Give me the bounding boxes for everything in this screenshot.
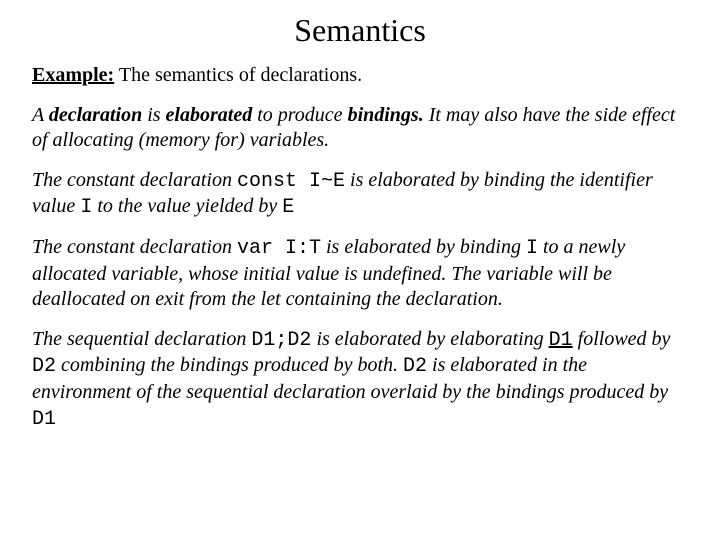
text: The constant declaration <box>32 169 237 191</box>
text: is elaborated by elaborating <box>311 328 548 350</box>
example-line: Example: The semantics of declarations. <box>32 63 688 89</box>
text: is elaborated by binding <box>321 236 526 258</box>
code-D1: D1 <box>549 329 573 352</box>
term-declaration: declaration <box>49 104 142 126</box>
text: The sequential declaration <box>32 328 251 350</box>
code-D2: D2 <box>32 355 56 378</box>
text: to produce <box>252 104 347 126</box>
code-I: I <box>526 237 538 260</box>
text: followed by <box>573 328 671 350</box>
slide: Semantics Example: The semantics of decl… <box>0 0 720 466</box>
code-I: I <box>80 196 92 219</box>
paragraph-3: The constant declaration var I:T is elab… <box>32 235 688 313</box>
code-E: E <box>282 196 294 219</box>
example-label: Example: <box>32 64 114 86</box>
term-bindings: bindings. <box>348 104 424 126</box>
paragraph-4: The sequential declaration D1;D2 is elab… <box>32 327 688 432</box>
code-const: const I~E <box>237 170 345 193</box>
code-seq: D1;D2 <box>251 329 311 352</box>
code-var: var I:T <box>237 237 321 260</box>
code-D1: D1 <box>32 408 56 431</box>
paragraph-1: A declaration is elaborated to produce b… <box>32 103 688 154</box>
example-text: The semantics of declarations. <box>114 64 362 86</box>
term-elaborated: elaborated <box>166 104 253 126</box>
slide-title: Semantics <box>32 12 688 49</box>
text: A <box>32 104 49 126</box>
code-D2: D2 <box>403 355 427 378</box>
text: to the value yielded by <box>92 195 282 217</box>
text: The constant declaration <box>32 236 237 258</box>
text: is <box>142 104 165 126</box>
paragraph-2: The constant declaration const I~E is el… <box>32 168 688 221</box>
text: combining the bindings produced by both. <box>56 354 403 376</box>
